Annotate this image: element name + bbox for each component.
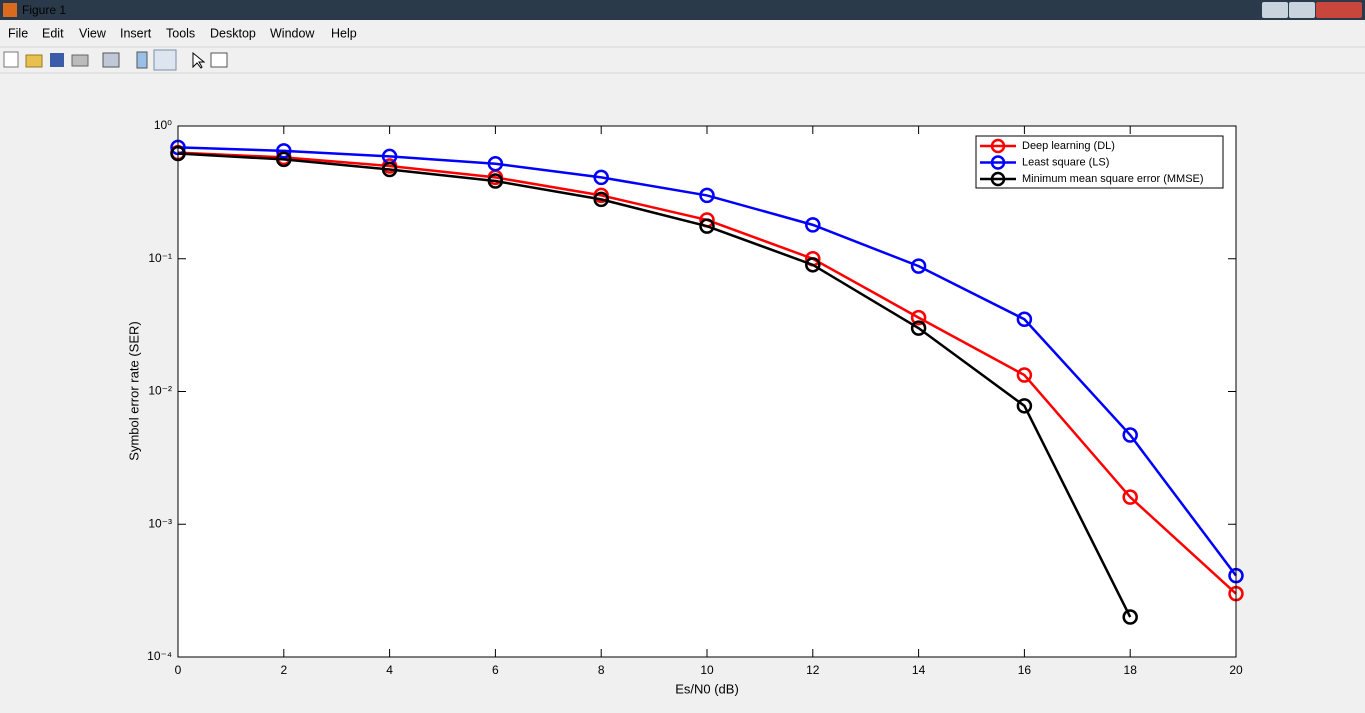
marker bbox=[910, 258, 927, 274]
x-tick-label: 18 bbox=[1124, 663, 1138, 677]
y-tick-label: 10⁻⁴ bbox=[147, 649, 172, 663]
marker bbox=[805, 257, 821, 273]
menu-item[interactable]: Tools bbox=[166, 26, 195, 40]
series-line bbox=[177, 146, 1237, 577]
print-icon[interactable] bbox=[71, 54, 89, 67]
legend-marker bbox=[990, 171, 1006, 187]
legend-box bbox=[975, 135, 1224, 189]
y-tick-label: 10⁻³ bbox=[148, 516, 172, 530]
x-tick-label: 4 bbox=[386, 663, 393, 677]
menu-item[interactable]: Insert bbox=[120, 26, 152, 40]
marker bbox=[1122, 489, 1138, 505]
menu-item[interactable]: File bbox=[8, 26, 28, 40]
y-tick-label: 10⁻¹ bbox=[148, 251, 172, 265]
x-tick-label: 10 bbox=[700, 663, 714, 677]
marker bbox=[593, 191, 609, 208]
x-axis-label: Es/N0 (dB) bbox=[675, 681, 739, 696]
plot-area bbox=[178, 126, 1236, 657]
marker bbox=[1122, 609, 1138, 625]
marker bbox=[487, 173, 504, 189]
legend-marker bbox=[990, 138, 1006, 154]
legend-marker bbox=[990, 155, 1006, 170]
marker bbox=[276, 143, 292, 159]
window-title: Figure 1 bbox=[22, 3, 66, 17]
y-tick-label: 10⁰ bbox=[154, 118, 172, 132]
x-tick-label: 2 bbox=[280, 663, 287, 677]
marker bbox=[1016, 367, 1033, 383]
close-button[interactable] bbox=[1316, 2, 1362, 18]
open-icon[interactable] bbox=[25, 54, 43, 68]
marker bbox=[487, 155, 504, 172]
app-icon bbox=[3, 3, 17, 17]
marker bbox=[593, 169, 609, 186]
legend-icon[interactable] bbox=[153, 49, 177, 71]
property-editor-icon[interactable] bbox=[210, 52, 228, 68]
marker bbox=[1016, 398, 1033, 414]
marker bbox=[381, 161, 398, 178]
marker bbox=[805, 217, 821, 233]
x-tick-label: 0 bbox=[175, 663, 182, 677]
toolbar bbox=[3, 49, 228, 71]
save-icon[interactable] bbox=[50, 53, 64, 67]
x-tick-label: 14 bbox=[912, 663, 926, 677]
marker bbox=[1122, 427, 1138, 443]
legend-label: Minimum mean square error (MMSE) bbox=[1022, 173, 1204, 185]
x-tick-label: 6 bbox=[492, 663, 499, 677]
maximize-button[interactable] bbox=[1289, 2, 1315, 18]
menu-item[interactable]: Edit bbox=[42, 26, 64, 40]
menu-item[interactable]: View bbox=[79, 26, 107, 40]
new-icon[interactable] bbox=[3, 51, 19, 68]
x-tick-label: 12 bbox=[806, 663, 820, 677]
print-figure-icon[interactable] bbox=[102, 52, 120, 68]
marker bbox=[910, 320, 927, 336]
colorbar-icon[interactable] bbox=[136, 51, 148, 69]
series-line bbox=[177, 152, 1132, 618]
marker bbox=[1016, 311, 1033, 328]
menu-bar bbox=[0, 20, 1365, 47]
x-tick-label: 16 bbox=[1018, 663, 1032, 677]
x-tick-label: 8 bbox=[598, 663, 605, 677]
legend-label: Least square (LS) bbox=[1022, 156, 1109, 168]
pointer-icon[interactable] bbox=[192, 51, 206, 69]
menu-item[interactable]: Window bbox=[270, 26, 315, 40]
axes-box bbox=[177, 125, 1237, 658]
y-axis-label: Symbol error rate (SER) bbox=[126, 321, 141, 460]
x-tick-label: 20 bbox=[1229, 663, 1243, 677]
marker bbox=[276, 151, 292, 168]
y-tick-label: 10⁻² bbox=[148, 384, 172, 398]
legend-label: Deep learning (DL) bbox=[1022, 140, 1115, 152]
menu-item[interactable]: Help bbox=[331, 26, 357, 40]
marker bbox=[910, 309, 927, 326]
title-bar bbox=[0, 0, 1365, 20]
marker bbox=[699, 218, 715, 234]
marker bbox=[699, 187, 715, 204]
menu-item[interactable]: Desktop bbox=[210, 26, 256, 40]
minimize-button[interactable] bbox=[1262, 2, 1288, 18]
